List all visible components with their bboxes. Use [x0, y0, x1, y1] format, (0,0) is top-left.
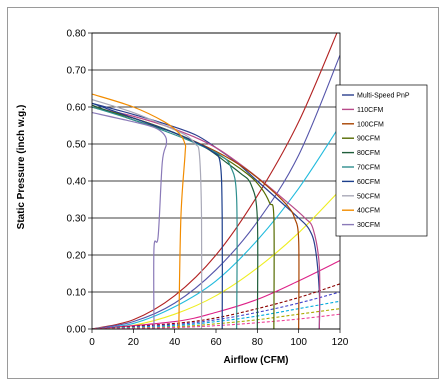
y-tick-label: 0.40	[67, 177, 87, 188]
x-tick-label: 0	[89, 337, 95, 348]
y-tick-label: 0.10	[67, 288, 87, 299]
y-tick-label: 0.30	[67, 214, 87, 225]
fan-curve-60cfm	[92, 102, 223, 329]
legend: Multi-Speed PnP 110CFM 100CFM 90CFM 80CFM 70C…	[335, 84, 428, 237]
x-tick-label: 20	[128, 337, 140, 348]
chart-frame: 0.00 0.10 0.20 0.30 0.40 0.50 0.60 0.70 0.80 0 20 4…	[7, 7, 439, 379]
fan-curve-110cfm	[92, 106, 321, 329]
legend-label: 110CFM	[357, 107, 383, 114]
y-tick-label: 0.20	[67, 251, 87, 262]
x-tick-label: 100	[290, 337, 307, 348]
system-curve-5	[92, 260, 340, 329]
system-curve-1	[92, 33, 338, 329]
grid-lines	[92, 32, 340, 330]
system-curve-6	[92, 283, 340, 329]
system-curve-3	[92, 125, 340, 329]
tick-labels: 0.00 0.10 0.20 0.30 0.40 0.50 0.60 0.70 0.80 0 20 4…	[67, 29, 349, 349]
fan-curve-multi-speed-pnp	[92, 102, 321, 329]
y-tick-label: 0.80	[67, 29, 87, 40]
legend-label: 100CFM	[357, 121, 384, 128]
fan-curve-30cfm	[92, 111, 168, 329]
legend-label: Multi-Speed PnP	[357, 93, 410, 100]
y-tick-label: 0.50	[67, 140, 87, 151]
legend-label: 90CFM	[357, 136, 380, 143]
y-tick-label: 0.70	[67, 66, 87, 77]
x-tick-label: 60	[210, 337, 222, 348]
fan-curve-chart: 0.00 0.10 0.20 0.30 0.40 0.50 0.60 0.70 0.80 0 20 4…	[16, 29, 428, 366]
system-curve-7	[92, 291, 340, 329]
fan-curve-40cfm	[92, 93, 187, 329]
legend-label: 80CFM	[357, 150, 380, 157]
y-axis-title: Static Pressure (inch w.g.)	[16, 105, 27, 230]
system-curve-2	[92, 54, 340, 329]
fan-curve-70cfm	[92, 106, 238, 329]
y-tick-label: 0.00	[67, 325, 87, 336]
legend-label: 70CFM	[357, 165, 380, 172]
legend-label: 60CFM	[357, 179, 380, 186]
curves	[92, 33, 340, 329]
y-tick-label: 0.60	[67, 103, 87, 114]
legend-label: 50CFM	[357, 193, 380, 200]
x-tick-label: 120	[332, 337, 349, 348]
legend-label: 30CFM	[357, 222, 380, 229]
fan-curve-50cfm	[92, 99, 203, 329]
legend-label: 40CFM	[357, 208, 380, 215]
x-tick-label: 80	[252, 337, 264, 348]
x-tick-label: 40	[169, 337, 181, 348]
x-axis-title: Airflow (CFM)	[224, 355, 289, 366]
